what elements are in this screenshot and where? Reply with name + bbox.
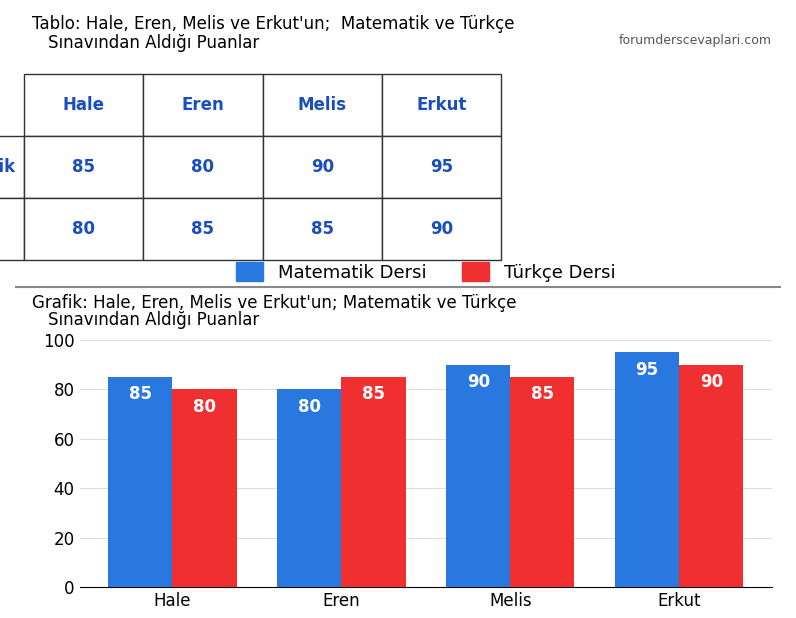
Text: 95: 95 bbox=[635, 360, 659, 379]
Bar bbox=[341, 377, 406, 587]
Text: Sınavından Aldığı Puanlar: Sınavından Aldığı Puanlar bbox=[48, 311, 259, 329]
Text: Sınavından Aldığı Puanlar: Sınavından Aldığı Puanlar bbox=[48, 34, 259, 52]
Text: 90: 90 bbox=[700, 373, 723, 391]
Text: 85: 85 bbox=[531, 385, 554, 404]
Legend: Matematik Dersi, Türkçe Dersi: Matematik Dersi, Türkçe Dersi bbox=[229, 255, 622, 289]
Text: 85: 85 bbox=[362, 385, 385, 404]
Bar bbox=[108, 377, 173, 587]
Text: forumderscevaplari.com: forumderscevaplari.com bbox=[619, 34, 772, 47]
Bar bbox=[173, 389, 236, 587]
Bar bbox=[510, 377, 575, 587]
Text: 80: 80 bbox=[193, 397, 216, 416]
Bar bbox=[446, 365, 510, 587]
Text: 85: 85 bbox=[129, 385, 152, 404]
Bar bbox=[277, 389, 341, 587]
Text: 90: 90 bbox=[466, 373, 490, 391]
Bar bbox=[679, 365, 743, 587]
Text: 80: 80 bbox=[298, 397, 321, 416]
Text: Tablo: Hale, Eren, Melis ve Erkut'un;  Matematik ve Türkçe: Tablo: Hale, Eren, Melis ve Erkut'un; Ma… bbox=[32, 15, 514, 33]
Text: Grafik: Hale, Eren, Melis ve Erkut'un; Matematik ve Türkçe: Grafik: Hale, Eren, Melis ve Erkut'un; M… bbox=[32, 294, 517, 311]
Bar bbox=[615, 352, 679, 587]
